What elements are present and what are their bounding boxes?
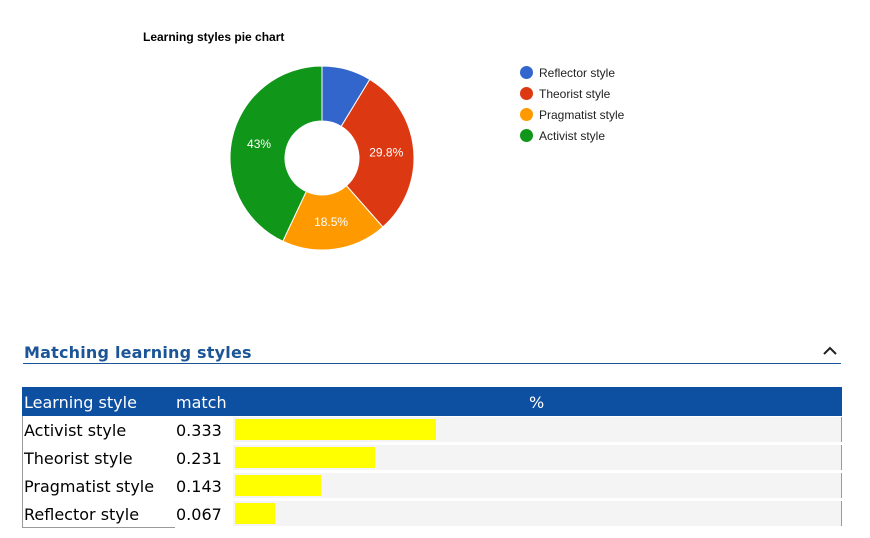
chart-title: Learning styles pie chart: [143, 30, 285, 44]
header-percent: %: [529, 393, 545, 412]
pie-slice-activist-style[interactable]: [229, 65, 323, 242]
legend-item-activist[interactable]: Activist style: [520, 125, 624, 146]
row-style: Activist style: [24, 421, 127, 440]
section-title: Matching learning styles: [24, 343, 252, 362]
legend-dot-activist: [520, 129, 533, 142]
legend-label-pragmatist: Pragmatist style: [539, 107, 625, 122]
header-match: match: [176, 393, 227, 412]
legend-item-pragmatist[interactable]: Pragmatist style: [520, 104, 624, 125]
learning-styles-table: Learning style match % Activist style 0.…: [22, 387, 842, 528]
table-bottom-rule: [22, 527, 175, 528]
row-match: 0.067: [176, 505, 222, 524]
legend-dot-pragmatist: [520, 108, 533, 121]
row-bar: [235, 447, 375, 468]
row-match: 0.231: [176, 449, 222, 468]
legend-label-reflector: Reflector style: [539, 65, 616, 80]
row-bar-track: [233, 445, 842, 470]
row-style: Pragmatist style: [24, 477, 155, 496]
row-bar: [235, 503, 275, 524]
legend-dot-reflector: [520, 66, 533, 79]
table-header-row: Learning style match %: [22, 387, 842, 416]
legend-item-reflector[interactable]: Reflector style: [520, 62, 624, 83]
legend-dot-theorist: [520, 87, 533, 100]
row-style: Reflector style: [24, 505, 140, 524]
header-learning-style: Learning style: [24, 393, 137, 412]
pie-slice-theorist-style[interactable]: [340, 78, 415, 228]
row-bar: [235, 419, 436, 440]
slice-data-label: 29.8%: [369, 145, 403, 159]
legend-item-theorist[interactable]: Theorist style: [520, 83, 624, 104]
table-row: Reflector style 0.067: [22, 500, 842, 528]
legend-label-activist: Activist style: [539, 128, 606, 143]
row-bar-track: [233, 501, 842, 526]
table-row: Pragmatist style 0.143: [22, 472, 842, 500]
chevron-up-icon[interactable]: [821, 342, 839, 360]
row-style: Theorist style: [24, 449, 133, 468]
row-bar-track: [233, 473, 842, 498]
row-match: 0.333: [176, 421, 222, 440]
row-bar-track: [233, 417, 842, 442]
row-match: 0.143: [176, 477, 222, 496]
slice-data-label: 18.5%: [314, 215, 348, 229]
table-left-rule: [22, 416, 23, 528]
row-bar: [235, 475, 321, 496]
pie-slice-pragmatist-style[interactable]: [282, 185, 384, 251]
donut-chart: 29.8% 18.5% 43%: [229, 65, 415, 251]
slice-data-label: 43%: [247, 137, 271, 151]
chart-legend: Reflector style Theorist style Pragmatis…: [520, 62, 624, 146]
table-row: Theorist style 0.231: [22, 444, 842, 472]
table-row: Activist style 0.333: [22, 416, 842, 444]
legend-label-theorist: Theorist style: [539, 86, 611, 101]
matching-section-header: Matching learning styles: [23, 340, 841, 364]
